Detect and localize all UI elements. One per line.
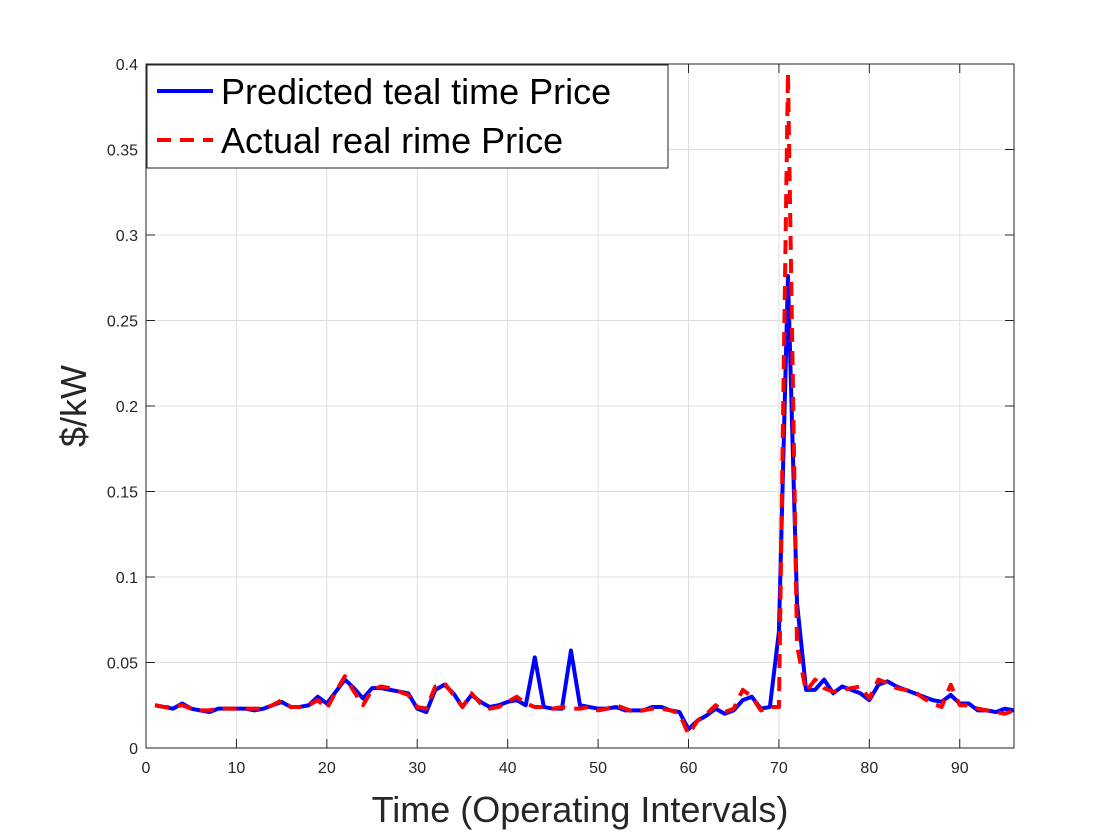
x-tick-label: 20 — [318, 760, 336, 777]
legend-label-predicted: Predicted teal time Price — [221, 71, 611, 112]
x-tick-label: 0 — [142, 760, 151, 777]
y-tick-label: 0.2 — [116, 399, 138, 416]
y-tick-label: 0.05 — [107, 656, 138, 673]
y-tick-label: 0.15 — [107, 485, 138, 502]
actual-price-line — [154, 70, 1015, 737]
y-tick-label: 0 — [129, 741, 138, 758]
y-tick-label: 0.25 — [107, 314, 138, 331]
series-lines — [154, 70, 1015, 737]
x-tick-label: 60 — [680, 760, 698, 777]
x-tick-label: 50 — [589, 760, 607, 777]
y-tick-label: 0.1 — [116, 570, 138, 587]
y-axis-title: $/kW — [53, 365, 94, 447]
y-tick-label: 0.4 — [116, 57, 138, 74]
x-tick-label: 40 — [499, 760, 517, 777]
x-tick-label: 10 — [228, 760, 246, 777]
legend-label-actual: Actual real rime Price — [221, 120, 563, 161]
x-tick-label: 80 — [860, 760, 878, 777]
x-tick-labels: 0 10 20 30 40 50 60 70 80 90 — [142, 760, 969, 777]
x-axis-title: Time (Operating Intervals) — [372, 789, 789, 830]
y-tick-labels: 0 0.05 0.1 0.15 0.2 0.25 0.3 0.35 0.4 — [107, 57, 138, 758]
legend: Predicted teal time Price Actual real ri… — [146, 64, 669, 169]
x-tick-label: 70 — [770, 760, 788, 777]
x-tick-label: 30 — [408, 760, 426, 777]
y-tick-label: 0.35 — [107, 143, 138, 160]
legend-box — [146, 64, 669, 169]
x-tick-label: 90 — [951, 760, 969, 777]
y-tick-label: 0.3 — [116, 228, 138, 245]
